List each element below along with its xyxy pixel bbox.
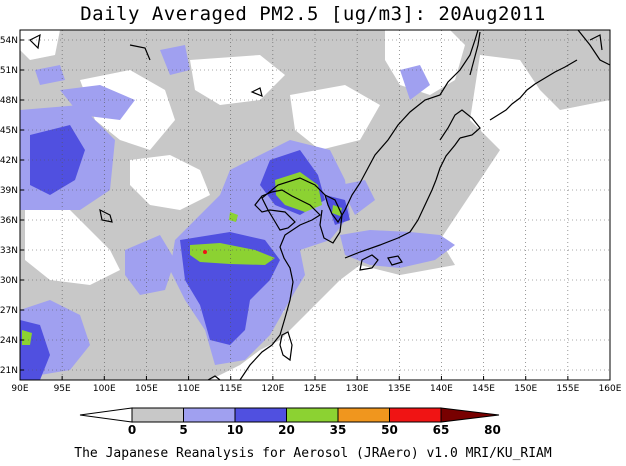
color-bar-segment xyxy=(131,407,184,423)
color-bar-segment xyxy=(440,407,500,423)
lon-tick-label: 110E xyxy=(177,384,200,394)
color-bar-label: 20 xyxy=(278,423,295,437)
color-bar-label: 80 xyxy=(484,423,501,437)
color-bar-label: 0 xyxy=(128,423,136,437)
color-bar-label: 50 xyxy=(381,423,398,437)
color-bar-segment xyxy=(79,407,133,423)
lon-tick-label: 150E xyxy=(514,384,537,394)
map-title: Daily Averaged PM2.5 [ug/m3]: 20Aug2011 xyxy=(80,3,546,25)
lon-tick-label: 125E xyxy=(304,384,327,394)
lon-tick-label: 130E xyxy=(346,384,369,394)
lon-tick-label: 90E xyxy=(11,384,28,394)
lon-tick-label: 120E xyxy=(261,384,284,394)
lat-tick-label: 54N xyxy=(0,36,18,46)
color-bar-segment xyxy=(234,407,287,423)
lat-tick-label: 21N xyxy=(0,366,18,376)
color-bar-label: 10 xyxy=(227,423,244,437)
lat-tick-label: 27N xyxy=(0,306,18,316)
map-panel xyxy=(20,30,610,380)
lon-tick-label: 145E xyxy=(472,384,495,394)
pm25-band-65-80 xyxy=(203,250,207,254)
color-bar: 0 5 10 20 35 50 65 80 xyxy=(79,407,501,437)
lon-tick-label: 140E xyxy=(430,384,453,394)
lon-tick-label: 135E xyxy=(388,384,411,394)
lon-tick-label: 160E xyxy=(599,384,622,394)
color-bar-label: 65 xyxy=(433,423,450,437)
lat-tick-label: 30N xyxy=(0,276,18,286)
color-bar-label: 5 xyxy=(179,423,187,437)
color-bar-segment xyxy=(389,407,442,423)
footer-credit: The Japanese Reanalysis for Aerosol (JRA… xyxy=(74,446,552,461)
lat-tick-label: 33N xyxy=(0,246,18,256)
color-bar-label: 35 xyxy=(330,423,347,437)
lon-tick-label: 115E xyxy=(219,384,242,394)
color-bar-segment xyxy=(183,407,236,423)
lat-tick-label: 24N xyxy=(0,336,18,346)
coastlines xyxy=(28,30,610,380)
lon-tick-label: 155E xyxy=(556,384,579,394)
lat-tick-label: 51N xyxy=(0,66,18,76)
lon-tick-label: 100E xyxy=(93,384,116,394)
lon-tick-label: 105E xyxy=(135,384,158,394)
lat-tick-label: 48N xyxy=(0,96,18,106)
color-bar-segment xyxy=(337,407,390,423)
lat-tick-label: 42N xyxy=(0,156,18,166)
lat-axis: 21N 24N 27N 30N 33N 36N 39N 42N 45N 48N 51N 54N xyxy=(0,36,24,376)
color-bar-segment xyxy=(286,407,339,423)
lon-axis: 90E 95E 100E 105E 110E 115E 120E 125E 130E 135E 14… xyxy=(11,376,622,394)
lat-tick-label: 39N xyxy=(0,186,18,196)
lat-tick-label: 45N xyxy=(0,126,18,136)
lat-tick-label: 36N xyxy=(0,216,18,226)
lon-tick-label: 95E xyxy=(54,384,71,394)
